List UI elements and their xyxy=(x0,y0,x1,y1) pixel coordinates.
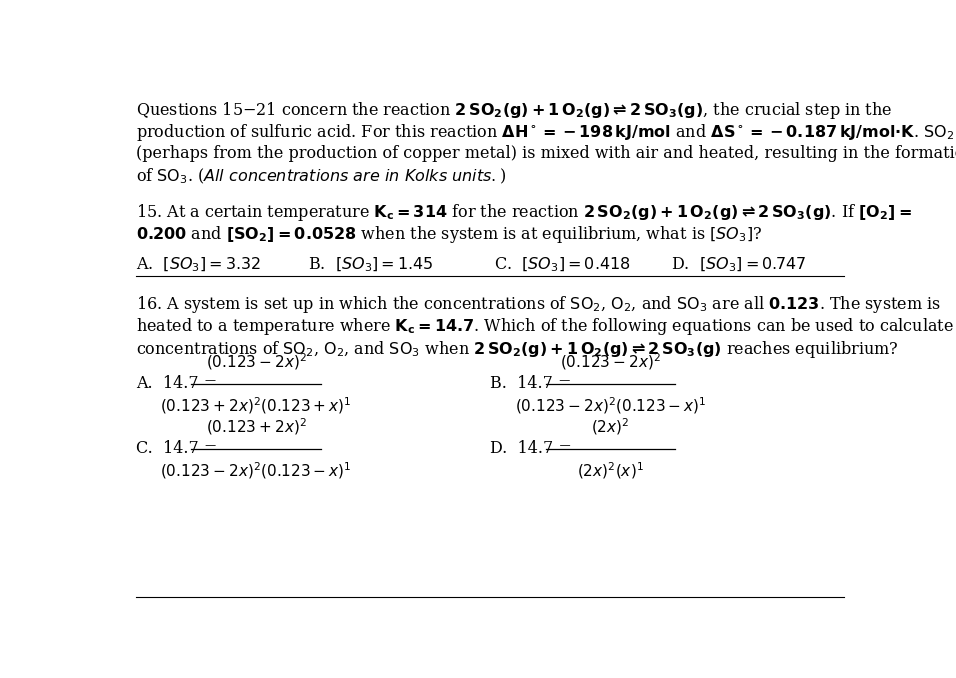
Text: production of sulfuric acid. For this reaction $\mathbf{\Delta H^\circ = -198\,k: production of sulfuric acid. For this re… xyxy=(136,122,954,143)
Text: 16. A system is set up in which the concentrations of $\mathrm{SO_2}$, $\mathrm{: 16. A system is set up in which the conc… xyxy=(136,294,941,315)
Text: C.  14.7 =: C. 14.7 = xyxy=(136,440,217,457)
Text: of $\mathrm{SO_3}$. ($\it{All\ concentrations\ are\ in\ Kolks\ units.}$): of $\mathrm{SO_3}$. ($\it{All\ concentra… xyxy=(136,167,506,186)
Text: $(0.123+2x)^2(0.123+x)^1$: $(0.123+2x)^2(0.123+x)^1$ xyxy=(161,395,352,416)
Text: (perhaps from the production of copper metal) is mixed with air and heated, resu: (perhaps from the production of copper m… xyxy=(136,144,956,161)
Text: $(0.123-2x)^2(0.123-x)^1$: $(0.123-2x)^2(0.123-x)^1$ xyxy=(514,395,706,416)
Text: A.  $[SO_3] = 3.32$: A. $[SO_3] = 3.32$ xyxy=(136,256,261,274)
Text: D.  14.7 =: D. 14.7 = xyxy=(489,440,572,457)
Text: D.  $[SO_3] = 0.747$: D. $[SO_3] = 0.747$ xyxy=(671,256,807,274)
Text: 15. At a certain temperature $\mathbf{K_c = 314}$ for the reaction $\mathbf{2\,S: 15. At a certain temperature $\mathbf{K_… xyxy=(136,202,912,223)
Text: $\mathbf{0.200}$ and $\mathbf{[SO_2] = 0.0528}$ when the system is at equilibriu: $\mathbf{0.200}$ and $\mathbf{[SO_2] = 0… xyxy=(136,224,762,245)
Text: $(0.123-2x)^2(0.123-x)^1$: $(0.123-2x)^2(0.123-x)^1$ xyxy=(161,460,352,481)
Text: Questions 15$-$21 concern the reaction $\mathbf{2\,SO_2(g) + 1\,O_2(g) \rightlef: Questions 15$-$21 concern the reaction $… xyxy=(136,100,892,121)
Text: $(0.123-2x)^2$: $(0.123-2x)^2$ xyxy=(560,352,661,372)
Text: concentrations of $\mathrm{SO_2}$, $\mathrm{O_2}$, and $\mathrm{SO_3}$ when $\ma: concentrations of $\mathrm{SO_2}$, $\mat… xyxy=(136,339,899,360)
Text: C.  $[SO_3] = 0.418$: C. $[SO_3] = 0.418$ xyxy=(493,256,630,274)
Text: $(2x)^2(x)^1$: $(2x)^2(x)^1$ xyxy=(576,460,643,481)
Text: B.  14.7 =: B. 14.7 = xyxy=(489,376,572,393)
Text: $(0.123+2x)^2$: $(0.123+2x)^2$ xyxy=(206,416,307,437)
Text: $(0.123-2x)^2$: $(0.123-2x)^2$ xyxy=(206,352,307,372)
Text: $(2x)^2$: $(2x)^2$ xyxy=(591,416,630,437)
Text: heated to a temperature where $\mathbf{K_c = 14.7}$. Which of the following equa: heated to a temperature where $\mathbf{K… xyxy=(136,316,956,337)
Text: B.  $[SO_3] = 1.45$: B. $[SO_3] = 1.45$ xyxy=(309,256,434,274)
Text: A.  14.7 =: A. 14.7 = xyxy=(136,376,217,393)
